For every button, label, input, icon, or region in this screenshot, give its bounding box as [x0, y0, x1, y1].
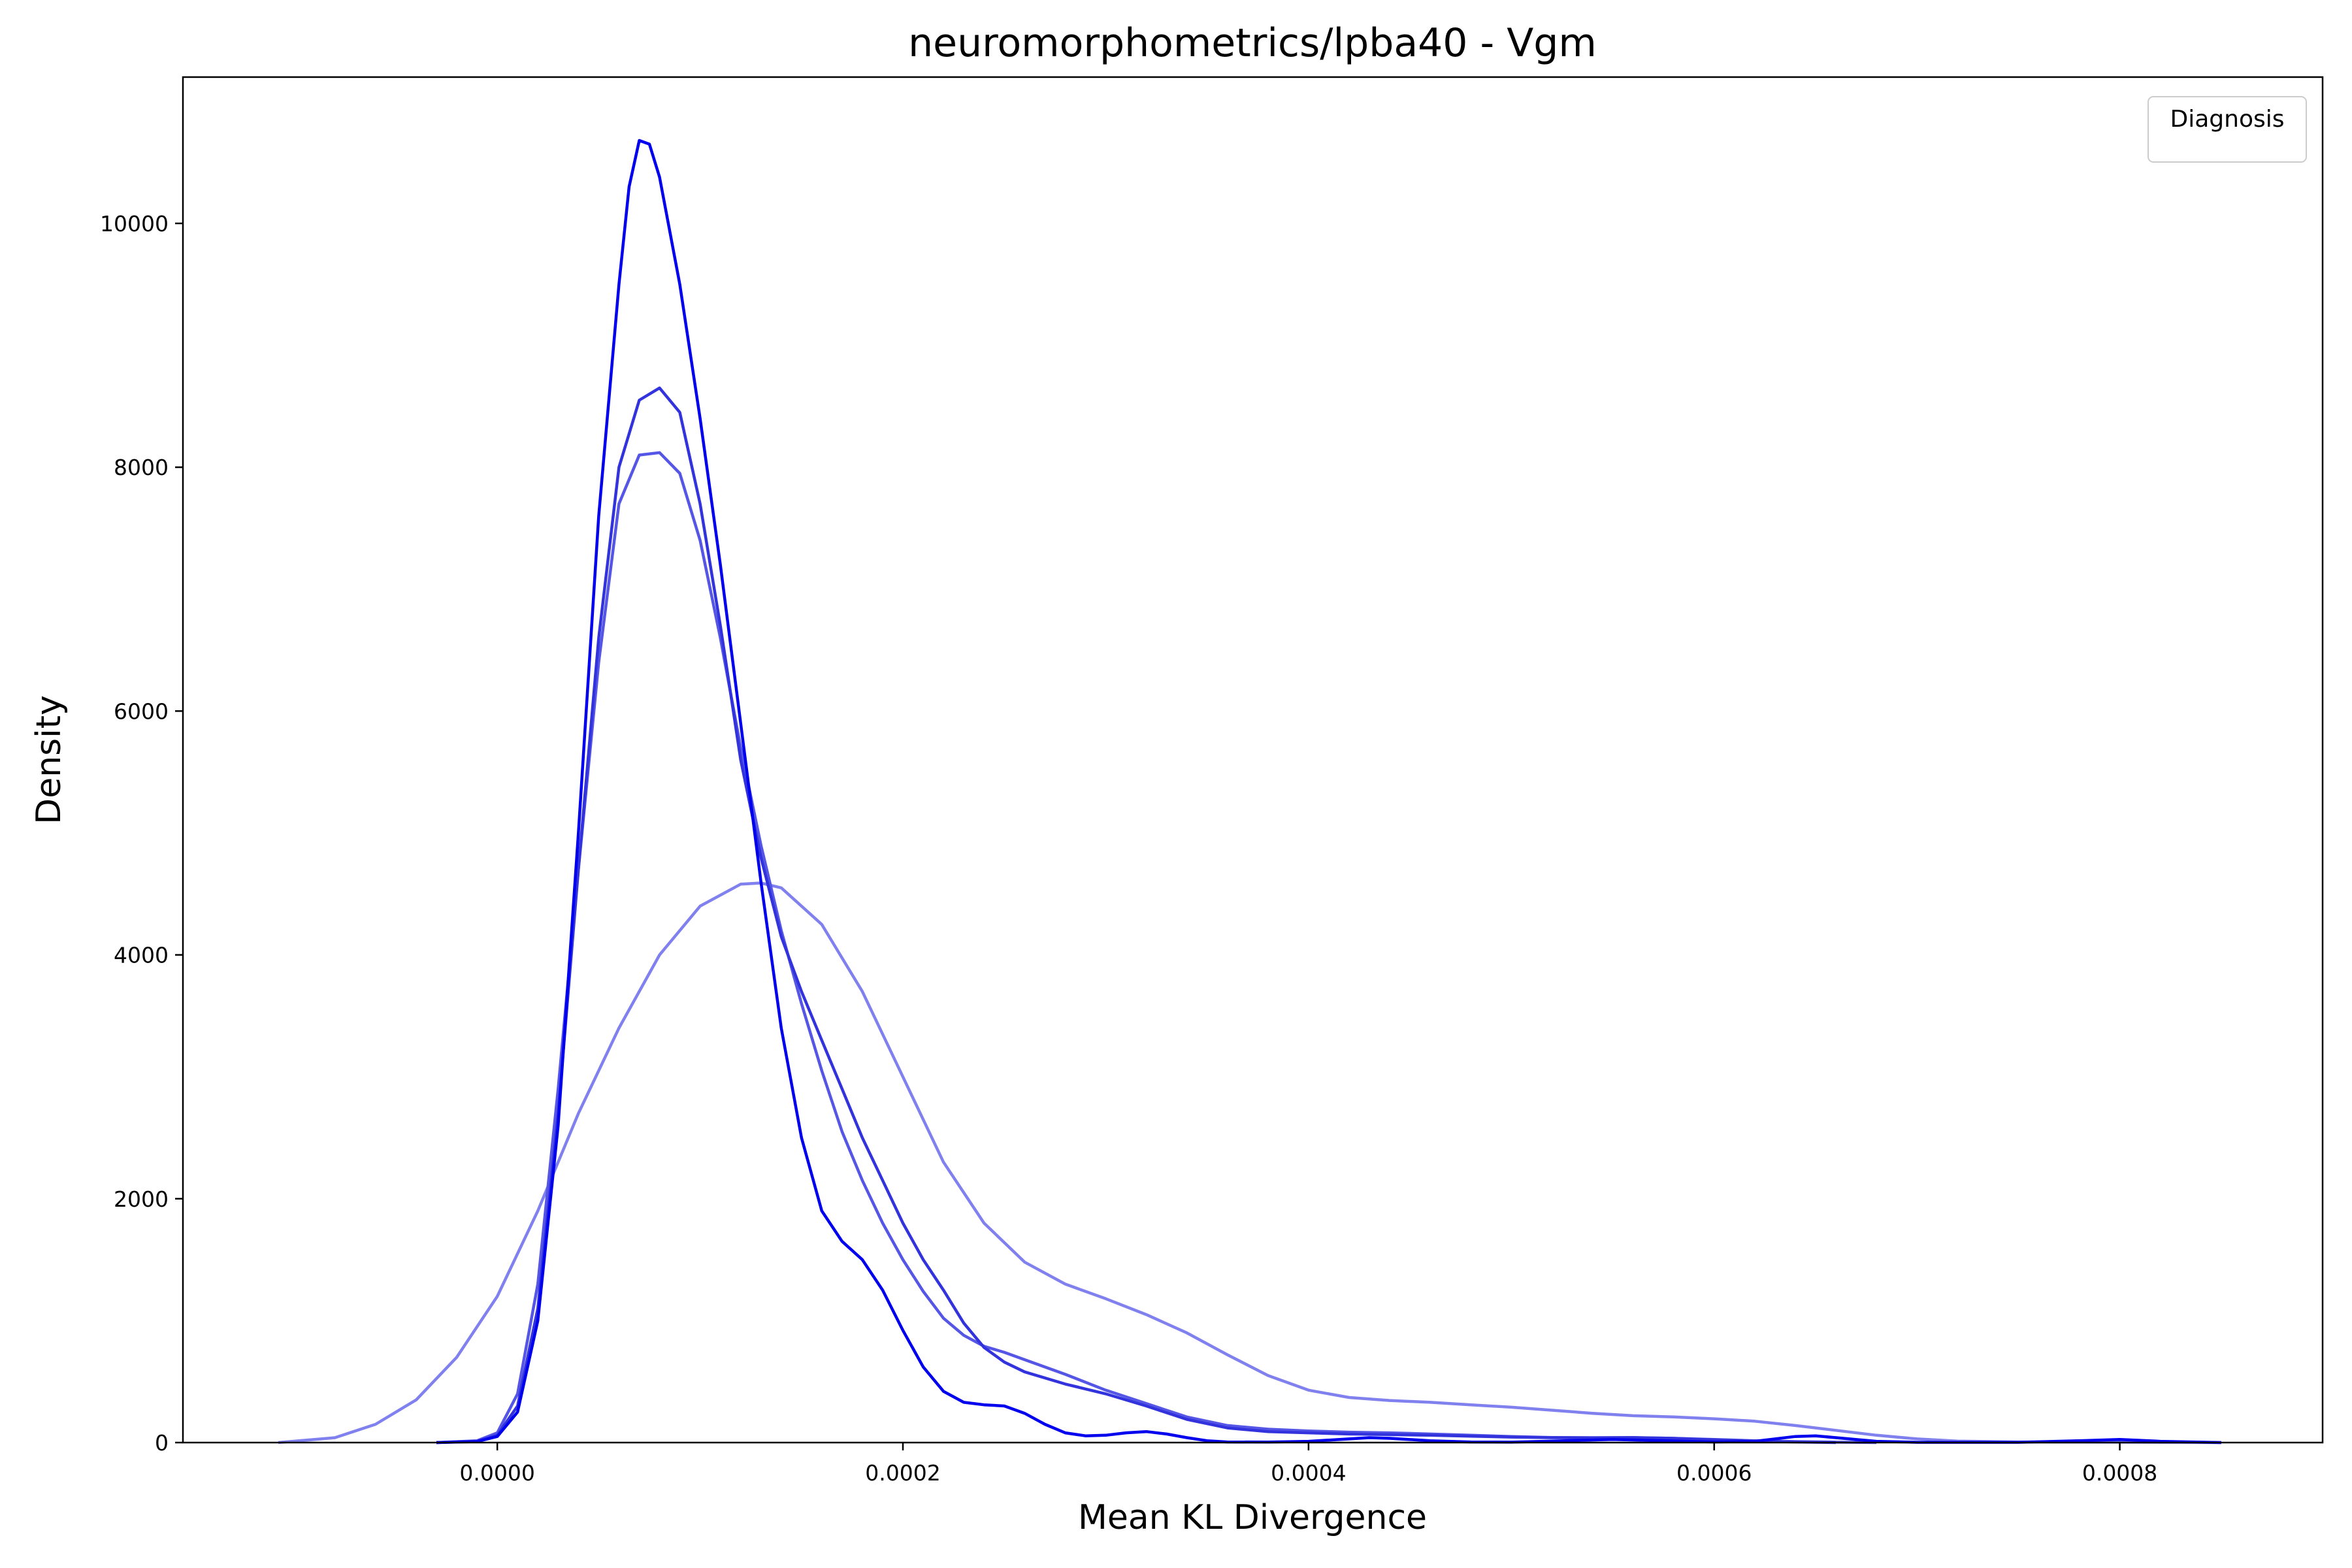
x-ticks: 0.0000 0.0002 0.0004 0.0006 0.0008 — [459, 1443, 2157, 1486]
x-tick-label: 0.0006 — [1676, 1460, 1752, 1486]
y-tick-label: 0 — [155, 1430, 169, 1456]
series-layer — [278, 139, 2221, 1445]
y-axis-label: Density — [29, 695, 69, 825]
legend-title: Diagnosis — [2170, 106, 2285, 133]
density-curve-1 — [278, 881, 2221, 1445]
density-curve-4 — [436, 139, 2221, 1445]
y-tick-label: 4000 — [114, 943, 169, 968]
density-curve-3 — [436, 386, 1837, 1445]
x-tick-label: 0.0004 — [1271, 1460, 1346, 1486]
x-tick-label: 0.0008 — [2082, 1460, 2157, 1486]
legend-box — [2148, 96, 2307, 163]
legend: Diagnosis — [2148, 96, 2307, 163]
x-tick-label: 0.0002 — [865, 1460, 940, 1486]
y-tick-label: 2000 — [114, 1186, 169, 1212]
x-axis-label: Mean KL Divergence — [1078, 1498, 1427, 1537]
x-tick-label: 0.0000 — [459, 1460, 534, 1486]
y-ticks: 0 2000 4000 6000 8000 10000 — [100, 211, 183, 1456]
plot-frame — [182, 76, 2324, 1444]
y-tick-label: 6000 — [114, 698, 169, 724]
chart-title: neuromorphometrics/lpba40 - Vgm — [908, 20, 1597, 66]
y-tick-label: 10000 — [100, 211, 169, 237]
y-tick-label: 8000 — [114, 455, 169, 480]
